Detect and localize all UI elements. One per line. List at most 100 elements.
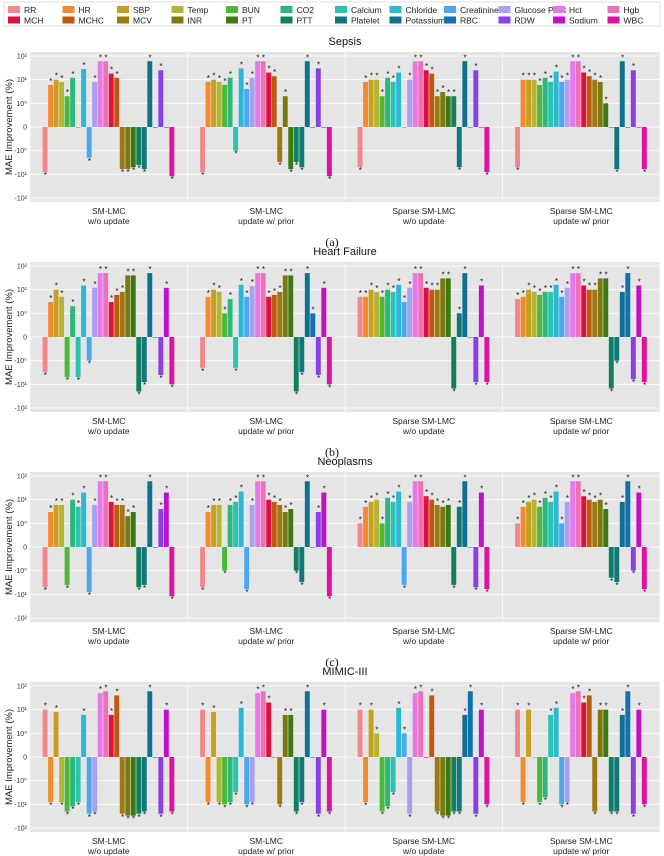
bar	[374, 79, 380, 127]
significance-marker: *	[533, 492, 536, 501]
bar	[48, 84, 54, 127]
legend-label: CO2	[297, 5, 315, 15]
x-category-label: SM-LMC	[249, 416, 283, 426]
significance-marker: *	[171, 175, 174, 184]
y-tick-label: -10²	[15, 406, 28, 413]
significance-marker: *	[104, 473, 107, 482]
bar	[255, 61, 261, 127]
significance-marker: *	[430, 492, 433, 501]
bar	[114, 695, 120, 757]
significance-marker: *	[527, 494, 530, 503]
significance-marker: *	[267, 695, 270, 704]
significance-marker: *	[55, 282, 58, 291]
x-category-label: Sparse SM-LMC	[392, 206, 455, 216]
significance-marker: *	[218, 801, 221, 810]
significance-marker: *	[66, 584, 69, 593]
x-category-label: Sparse SM-LMC	[392, 626, 455, 636]
bar	[169, 127, 175, 177]
bar	[326, 757, 332, 812]
significance-marker: *	[71, 805, 74, 814]
bar	[396, 491, 402, 547]
significance-marker: *	[527, 702, 530, 711]
bar	[484, 337, 490, 383]
y-tick-label: 10²	[17, 264, 28, 271]
significance-marker: *	[621, 53, 624, 62]
legend-label: Sodium	[569, 16, 598, 26]
significance-marker: *	[284, 267, 287, 276]
significance-marker: *	[160, 813, 163, 822]
legend-label: PTT	[297, 16, 313, 26]
x-category-label: w/o update	[87, 216, 130, 226]
bar	[321, 709, 327, 757]
bar	[434, 504, 440, 547]
significance-marker: *	[604, 270, 607, 279]
bar	[321, 127, 327, 128]
bar	[515, 127, 521, 168]
significance-marker: *	[149, 265, 152, 274]
y-tick-label: -10⁰	[14, 777, 27, 785]
significance-marker: *	[126, 267, 129, 276]
significance-marker: *	[392, 494, 395, 503]
significance-marker: *	[323, 702, 326, 711]
bar	[445, 757, 451, 816]
significance-marker: *	[430, 66, 433, 75]
bar	[537, 506, 543, 547]
significance-marker: *	[165, 280, 168, 289]
y-tick-label: 10⁰	[16, 520, 27, 528]
significance-marker: *	[60, 74, 63, 83]
bar	[163, 709, 169, 757]
y-tick-label: 10¹	[17, 497, 28, 504]
significance-marker: *	[560, 803, 563, 812]
bar	[288, 127, 294, 170]
bar	[147, 61, 153, 127]
bar	[564, 79, 570, 127]
bar	[619, 714, 625, 757]
significance-marker: *	[110, 66, 113, 75]
legend: RR HR SBP Temp BUN CO2 Calcium Chloride Creatini…	[3, 1, 661, 27]
significance-marker: *	[588, 492, 591, 501]
significance-marker: *	[419, 473, 422, 482]
bar	[440, 92, 446, 127]
chart-panel: Heart Failure 10² 10¹ 10⁰ 0 -10⁰ -10¹ -10² MAE I…	[4, 246, 661, 459]
significance-marker: *	[419, 683, 422, 692]
bar	[570, 693, 576, 757]
significance-marker: *	[392, 284, 395, 293]
significance-marker: *	[110, 494, 113, 503]
significance-marker: *	[223, 803, 226, 812]
y-tick-label: -10²	[15, 616, 28, 623]
bar	[478, 285, 484, 337]
significance-marker: *	[364, 801, 367, 810]
legend-label: INR	[188, 16, 203, 26]
bar	[553, 707, 559, 757]
significance-marker: *	[538, 287, 541, 296]
bar	[625, 127, 631, 128]
significance-marker: *	[143, 381, 146, 390]
bar	[169, 337, 175, 385]
significance-marker: *	[486, 588, 489, 597]
bar	[520, 79, 526, 127]
bar	[456, 127, 462, 168]
significance-marker: *	[464, 707, 467, 716]
bar	[531, 499, 537, 547]
bar	[108, 73, 114, 127]
significance-marker: *	[121, 284, 124, 293]
significance-marker: *	[328, 595, 331, 604]
significance-marker: *	[328, 175, 331, 184]
y-tick-label: 10¹	[17, 707, 28, 714]
significance-marker: *	[49, 77, 52, 86]
significance-marker: *	[82, 485, 85, 494]
bar	[222, 757, 228, 805]
significance-marker: *	[245, 81, 248, 90]
x-category-label: Sparse SM-LMC	[392, 416, 455, 426]
significance-marker: *	[577, 265, 580, 274]
bar	[363, 81, 369, 127]
significance-marker: *	[317, 374, 320, 383]
bar	[216, 504, 222, 547]
bar	[559, 296, 565, 337]
bar	[244, 757, 250, 805]
significance-marker: *	[267, 492, 270, 501]
significance-marker: *	[447, 497, 450, 506]
bar	[467, 337, 473, 338]
bar	[42, 127, 48, 173]
significance-marker: *	[289, 168, 292, 177]
